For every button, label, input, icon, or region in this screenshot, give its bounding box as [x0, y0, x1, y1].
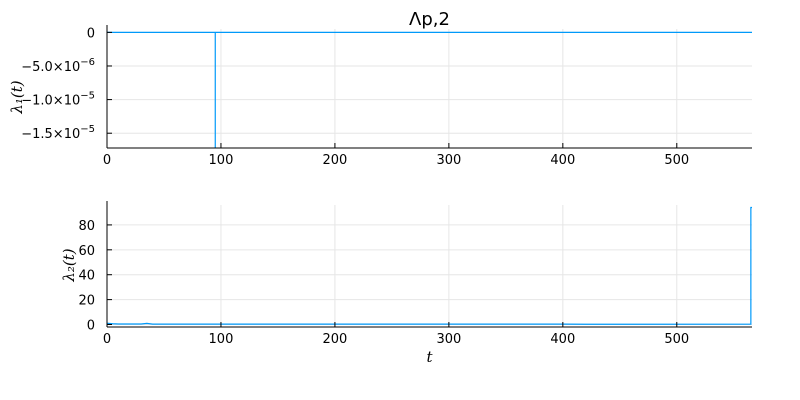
top-panel-x-ticks: 0 100 200 300 400 500 [103, 143, 689, 168]
top-panel-y-ticks: 0−5.0×10−6−1.0×10−5−1.5×10−5 [21, 26, 112, 142]
bottom-panel-x-tick-label: 200 [323, 332, 348, 347]
top-panel-series-line [107, 31, 752, 148]
top-panel-x-tick-label: 200 [323, 153, 348, 168]
top-panel-axes [106, 25, 752, 149]
bottom-panel-x-tick-label: 400 [550, 332, 575, 347]
top-panel-y-tick-label: −1.0×10−5 [21, 91, 95, 109]
bottom-panel-y-axis-label: λ₂(t) [60, 248, 78, 282]
bottom-panel-x-tick-label: 300 [436, 332, 461, 347]
bottom-panel-y-tick-label-base: 20 [78, 294, 95, 309]
bottom-panel-y-tick-label: 20 [78, 294, 95, 309]
bottom-panel-x-tick-label: 500 [664, 332, 689, 347]
bottom-panel-series-line [106, 206, 752, 325]
top-panel-series [107, 31, 752, 148]
bottom-panel-y-tick-label-base: 0 [87, 319, 95, 334]
chart-title: Λp,2 [409, 9, 450, 30]
bottom-panel: 0 100 200 300 400 500 0 20 40 60 80 λ₂(t) t [60, 201, 752, 366]
bottom-panel-x-tick-label: 0 [103, 332, 111, 347]
bottom-panel-y-tick-label-base: 60 [78, 244, 95, 259]
bottom-panel-axes [106, 201, 752, 328]
top-panel-x-tick-label: 400 [550, 153, 575, 168]
bottom-panel-series [106, 206, 752, 325]
top-panel-y-axis-label: λ₁(t) [8, 80, 26, 114]
bottom-panel-x-axis-label: t [426, 348, 433, 366]
top-panel-x-tick-label: 0 [103, 153, 111, 168]
top-panel-x-tick-label: 100 [209, 153, 234, 168]
bottom-panel-x-tick-label: 100 [209, 332, 234, 347]
top-panel-y-tick-label-base: −1.0×10 [21, 94, 80, 109]
bottom-panel-y-tick-label: 40 [78, 269, 95, 284]
top-panel-y-tick-label: −1.5×10−5 [21, 124, 95, 142]
bottom-panel-y-tick-label-base: 80 [78, 219, 95, 234]
bottom-panel-y-tick-label-base: 40 [78, 269, 95, 284]
bottom-panel-y-tick-label: 60 [78, 244, 95, 259]
top-panel-y-tick-label-base: −1.5×10 [21, 127, 80, 142]
top-panel-y-tick-label: 0 [87, 26, 95, 41]
top-panel-x-tick-label: 500 [664, 153, 689, 168]
top-panel-y-tick-label-base: −5.0×10 [21, 60, 80, 75]
top-panel-y-tick-label-exponent: −5 [80, 124, 95, 135]
bottom-panel-x-ticks: 0 100 200 300 400 500 [103, 322, 689, 347]
bottom-panel-y-ticks: 0 20 40 60 80 [78, 219, 112, 334]
bottom-panel-y-tick-label: 0 [87, 319, 95, 334]
top-panel-y-tick-label-base: 0 [87, 26, 95, 41]
top-panel-y-tick-label-exponent: −5 [80, 91, 95, 102]
top-panel-y-tick-label: −5.0×10−6 [21, 57, 95, 75]
top-panel-y-tick-label-exponent: −6 [80, 57, 95, 68]
bottom-panel-y-tick-label: 80 [78, 219, 95, 234]
top-panel-x-tick-label: 300 [436, 153, 461, 168]
top-panel: 0 100 200 300 400 500 0−5.0×10−6−1.0×10−5−1.5… [8, 9, 752, 168]
